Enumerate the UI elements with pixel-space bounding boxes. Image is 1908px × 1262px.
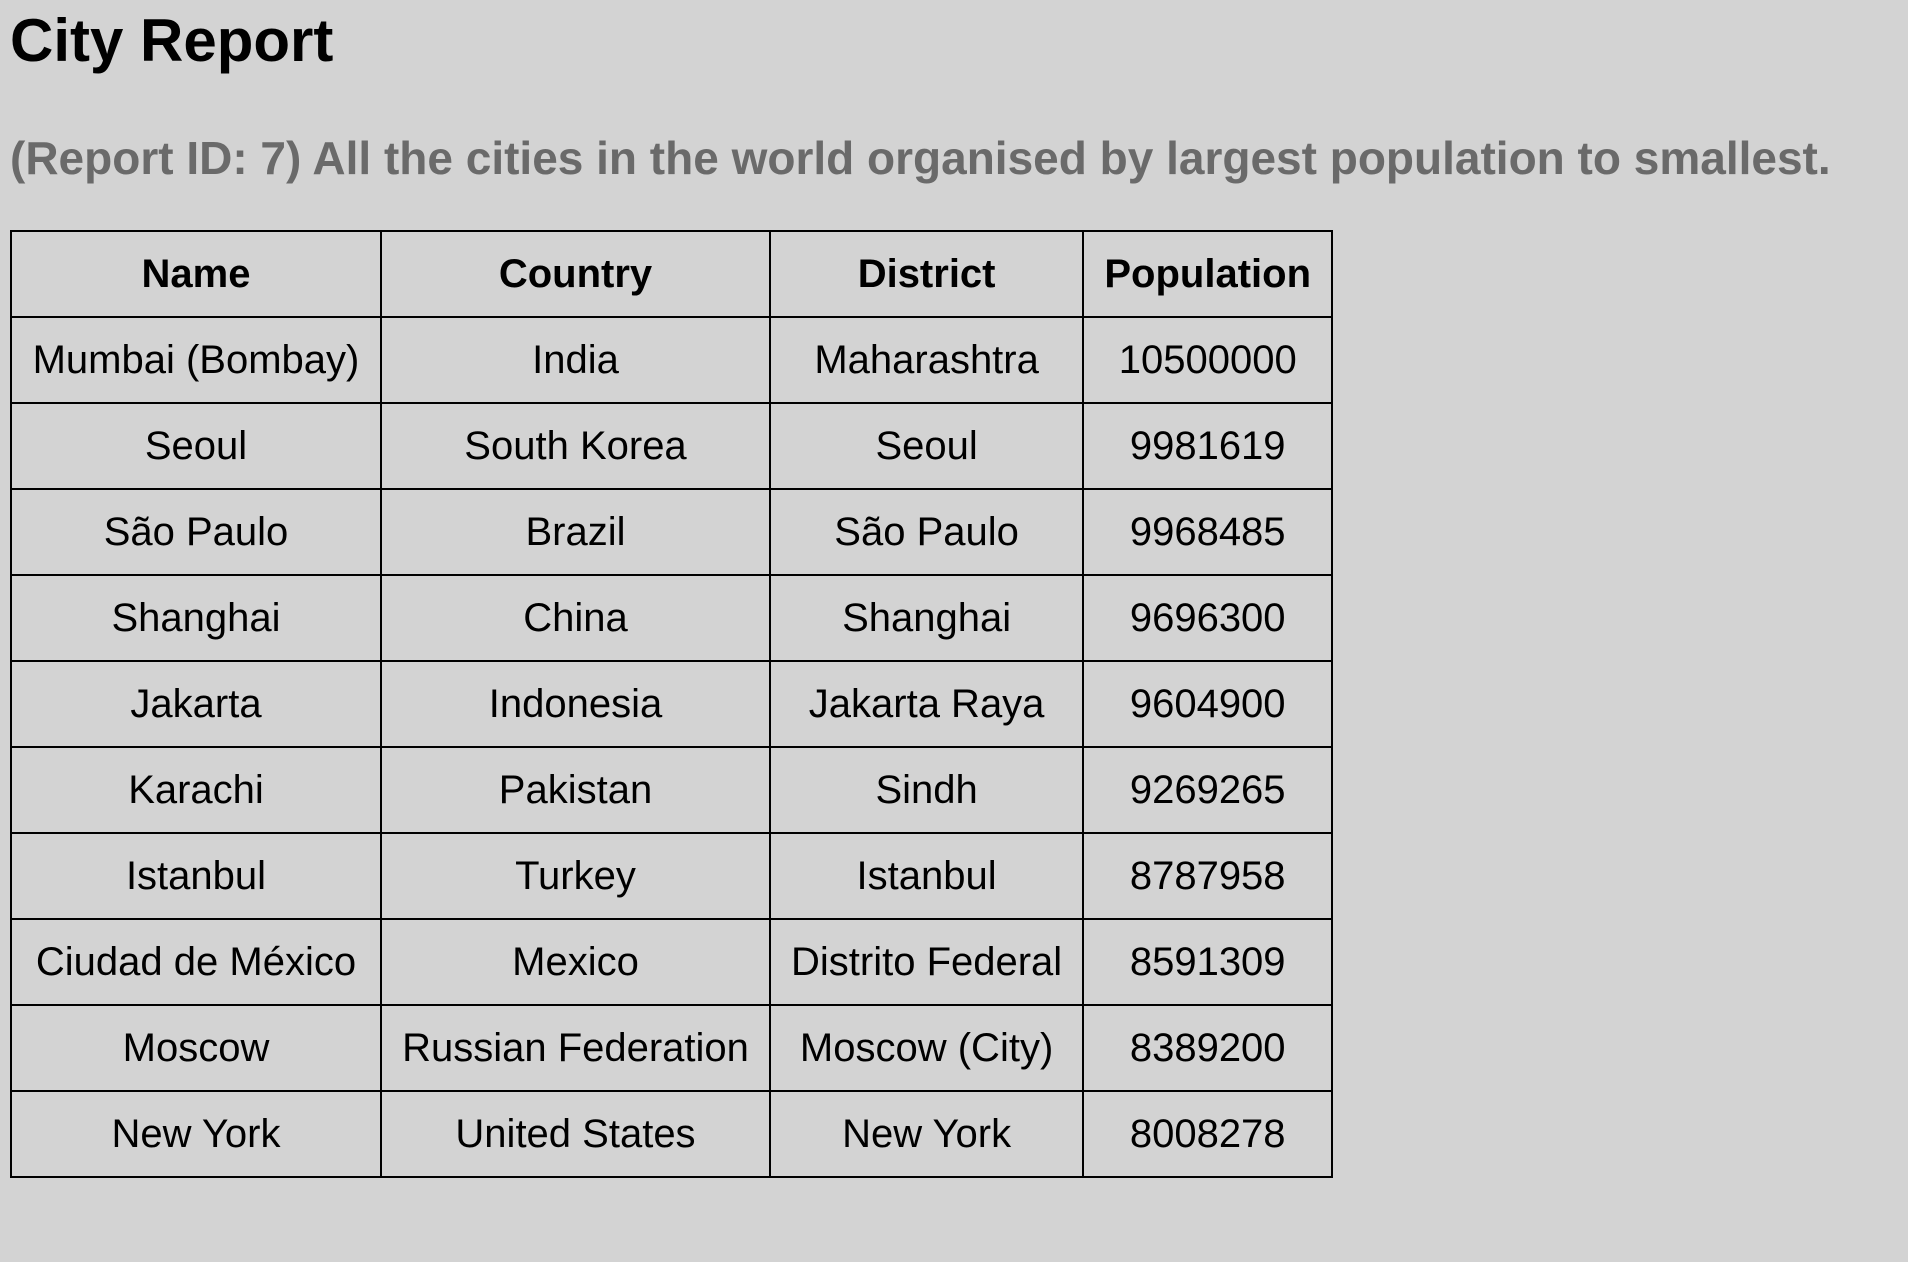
table-row: Karachi Pakistan Sindh 9269265 [10,746,1334,834]
cell-population: 9968485 [1082,488,1334,576]
header-country: Country [380,230,771,318]
cell-name: São Paulo [10,488,382,576]
cell-district: Seoul [768,402,1085,490]
table-header-row: Name Country District Population [10,230,1334,318]
table-row: São Paulo Brazil São Paulo 9968485 [10,488,1334,576]
cell-population: 8787958 [1082,832,1334,920]
cell-name: New York [10,1090,382,1178]
cell-district: São Paulo [768,488,1085,576]
city-table: Name Country District Population Mumbai … [10,230,1334,1178]
cell-name: Karachi [10,746,382,834]
cell-population: 10500000 [1082,316,1334,404]
cell-country: Indonesia [380,660,771,748]
cell-district: Istanbul [768,832,1085,920]
cell-population: 9696300 [1082,574,1334,662]
cell-district: Jakarta Raya [768,660,1085,748]
report-page: City Report (Report ID: 7) All the citie… [10,7,1831,1178]
cell-name: Ciudad de México [10,918,382,1006]
page-title: City Report [10,7,334,74]
cell-country: Pakistan [380,746,771,834]
header-name: Name [10,230,382,318]
cell-population: 8008278 [1082,1090,1334,1178]
cell-name: Mumbai (Bombay) [10,316,382,404]
cell-country: China [380,574,771,662]
cell-name: Shanghai [10,574,382,662]
cell-name: Jakarta [10,660,382,748]
cell-country: Russian Federation [380,1004,771,1092]
cell-population: 9981619 [1082,402,1334,490]
cell-district: Distrito Federal [768,918,1085,1006]
table-row: Istanbul Turkey Istanbul 8787958 [10,832,1334,920]
cell-country: United States [380,1090,771,1178]
cell-country: South Korea [380,402,771,490]
cell-population: 8591309 [1082,918,1334,1006]
cell-population: 8389200 [1082,1004,1334,1092]
cell-country: Brazil [380,488,771,576]
cell-district: Maharashtra [768,316,1085,404]
cell-population: 9269265 [1082,746,1334,834]
report-subtitle: (Report ID: 7) All the cities in the wor… [10,132,1831,184]
cell-country: Turkey [380,832,771,920]
table-row: Shanghai China Shanghai 9696300 [10,574,1334,662]
table-row: Seoul South Korea Seoul 9981619 [10,402,1334,490]
header-population: Population [1082,230,1334,318]
header-district: District [768,230,1085,318]
cell-name: Seoul [10,402,382,490]
table-row: Moscow Russian Federation Moscow (City) … [10,1004,1334,1092]
cell-district: Sindh [768,746,1085,834]
table-row: Ciudad de México Mexico Distrito Federal… [10,918,1334,1006]
table-row: Jakarta Indonesia Jakarta Raya 9604900 [10,660,1334,748]
cell-name: Istanbul [10,832,382,920]
cell-district: Moscow (City) [768,1004,1085,1092]
cell-district: New York [768,1090,1085,1178]
cell-country: Mexico [380,918,771,1006]
table-row: Mumbai (Bombay) India Maharashtra 105000… [10,316,1334,404]
cell-population: 9604900 [1082,660,1334,748]
cell-name: Moscow [10,1004,382,1092]
cell-district: Shanghai [768,574,1085,662]
cell-country: India [380,316,771,404]
table-row: New York United States New York 8008278 [10,1090,1334,1178]
